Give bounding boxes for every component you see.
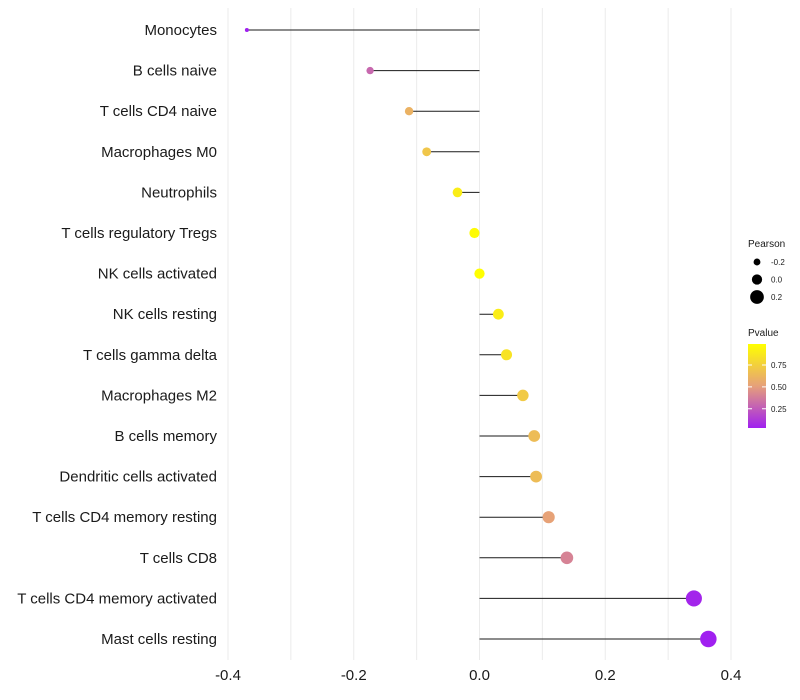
- size-legend-key: [753, 258, 761, 266]
- category-label: Macrophages M2: [101, 387, 217, 404]
- lollipop-point: [422, 147, 432, 157]
- color-legend-title: Pvalue: [748, 328, 779, 339]
- lollipop-point: [517, 389, 529, 402]
- lollipop-point: [560, 551, 574, 565]
- size-legend-key: [751, 274, 763, 285]
- category-label: NK cells activated: [98, 266, 217, 283]
- category-labels: Monocytes B cells naive T cells CD4 naive M…: [17, 22, 217, 648]
- category-label: T cells gamma delta: [83, 347, 218, 364]
- category-label: T cells CD4 naive: [100, 103, 217, 120]
- size-legend-label: 0.0: [771, 276, 783, 285]
- category-label: NK cells resting: [113, 306, 217, 323]
- lollipop-point: [501, 349, 513, 361]
- size-legend-key: [750, 290, 764, 304]
- x-axis-ticks: -0.4 -0.2 0.0 0.2 0.4: [215, 667, 741, 684]
- lollipop-point: [542, 511, 555, 524]
- lollipop-point: [244, 28, 249, 32]
- category-label: Mast cells resting: [101, 631, 217, 648]
- x-tick-label: -0.2: [341, 667, 367, 684]
- size-legend-label: 0.2: [771, 293, 783, 302]
- category-label: Neutrophils: [141, 184, 217, 201]
- lollipop-point: [530, 470, 542, 483]
- color-legend-label: 0.50: [771, 383, 787, 392]
- lollipop-point: [404, 107, 414, 116]
- grid-layer: [227, 8, 732, 660]
- x-tick-label: -0.4: [215, 667, 241, 684]
- category-label: T cells regulatory Tregs: [61, 225, 217, 242]
- lollipop-point: [474, 268, 485, 279]
- x-tick-label: 0.4: [721, 667, 742, 684]
- category-label: T cells CD8: [140, 550, 217, 567]
- lollipop-point: [492, 308, 504, 320]
- size-legend-title: Pearson: [748, 239, 785, 250]
- lollipop-point: [366, 66, 374, 75]
- category-label: T cells CD4 memory activated: [17, 590, 217, 607]
- category-label: Monocytes: [144, 22, 217, 39]
- color-legend-label: 0.75: [771, 361, 787, 370]
- size-legend: Pearson -0.2 0.0 0.2: [748, 239, 785, 304]
- category-label: B cells memory: [114, 428, 217, 445]
- lollipop-point: [700, 630, 717, 648]
- category-label: Macrophages M0: [101, 144, 217, 161]
- lollipop-point: [452, 187, 463, 198]
- category-label: B cells naive: [133, 63, 217, 80]
- lollipop-point: [685, 590, 702, 607]
- lollipop-point: [528, 430, 541, 442]
- lollipop-point: [469, 227, 480, 239]
- size-legend-label: -0.2: [771, 258, 785, 267]
- color-legend-bar: [748, 344, 766, 428]
- point-layer: [244, 28, 717, 648]
- x-tick-label: 0.2: [595, 667, 616, 684]
- color-legend: Pvalue 0.75 0.50 0.25: [748, 328, 787, 428]
- x-tick-label: 0.0: [469, 667, 490, 684]
- category-label: Dendritic cells activated: [59, 469, 217, 486]
- stem-layer: [246, 29, 709, 640]
- category-label: T cells CD4 memory resting: [32, 509, 217, 526]
- color-legend-label: 0.25: [771, 405, 787, 414]
